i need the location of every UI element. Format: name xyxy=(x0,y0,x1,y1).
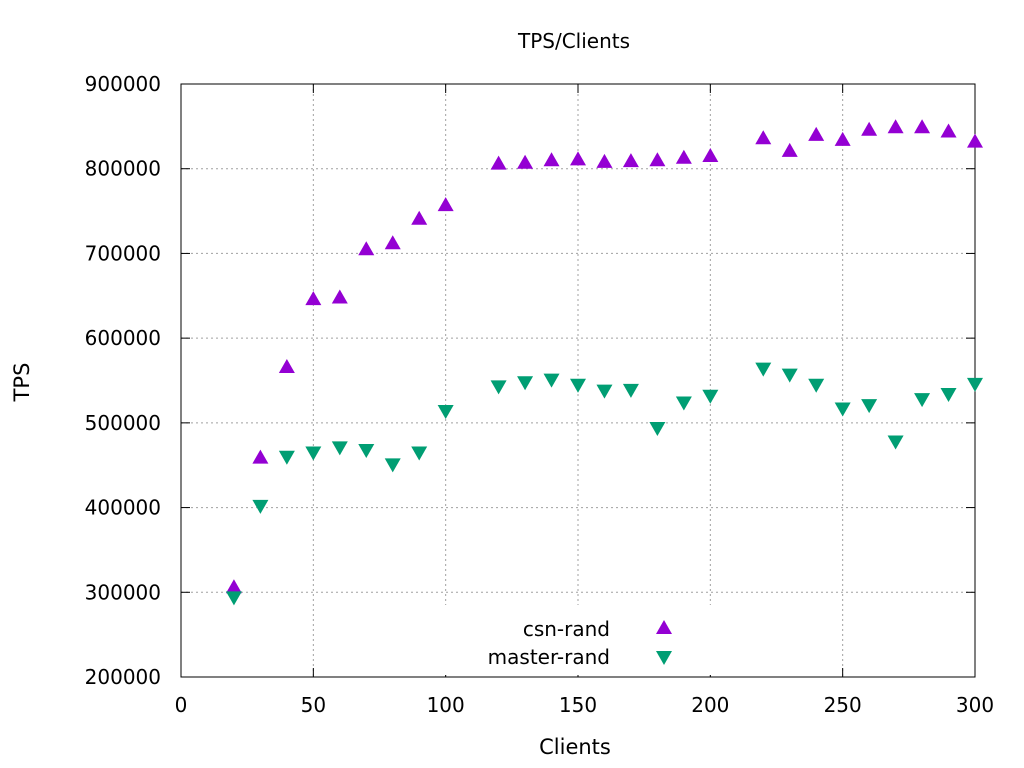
legend-marker-master-rand xyxy=(656,651,672,665)
legend-label-csn-rand: csn-rand xyxy=(523,617,610,641)
point-master-rand xyxy=(887,435,904,450)
grid-lines xyxy=(181,84,975,677)
point-master-rand xyxy=(649,421,666,436)
legend-markers xyxy=(656,620,672,665)
point-csn-rand xyxy=(914,119,931,134)
point-master-rand xyxy=(437,404,454,419)
point-csn-rand xyxy=(808,126,825,141)
point-csn-rand xyxy=(702,148,719,163)
point-master-rand xyxy=(252,499,269,514)
point-master-rand xyxy=(305,446,322,461)
y-axis-label: TPS xyxy=(10,363,34,403)
x-tick-labels: 0 50 100 150 200 250 300 xyxy=(175,693,994,717)
y-tick-label: 400000 xyxy=(85,496,161,520)
point-master-rand xyxy=(278,450,295,465)
point-master-rand xyxy=(543,373,560,388)
point-master-rand xyxy=(225,591,242,606)
point-master-rand xyxy=(834,402,851,417)
point-csn-rand xyxy=(543,152,560,167)
point-csn-rand xyxy=(490,155,507,170)
point-csn-rand xyxy=(278,358,295,373)
point-csn-rand xyxy=(967,133,983,148)
point-master-rand xyxy=(675,396,692,411)
x-tick-label: 100 xyxy=(427,693,465,717)
point-master-rand xyxy=(914,393,931,408)
x-tick-label: 200 xyxy=(691,693,729,717)
point-csn-rand xyxy=(649,152,666,167)
point-master-rand xyxy=(570,378,586,393)
point-csn-rand xyxy=(225,579,242,594)
point-master-rand xyxy=(331,441,348,456)
point-master-rand xyxy=(808,378,825,393)
point-csn-rand xyxy=(596,153,613,168)
legend-background xyxy=(440,605,720,675)
point-csn-rand xyxy=(252,449,269,464)
axis-ticks xyxy=(180,83,976,678)
point-master-rand xyxy=(702,389,719,404)
point-master-rand xyxy=(384,458,401,473)
x-tick-label: 50 xyxy=(301,693,326,717)
point-csn-rand xyxy=(755,130,772,145)
y-tick-label: 700000 xyxy=(85,241,161,265)
point-master-rand xyxy=(967,377,983,392)
y-tick-label: 600000 xyxy=(85,326,161,350)
point-csn-rand xyxy=(834,131,851,146)
y-tick-label: 800000 xyxy=(85,157,161,181)
y-tick-label: 500000 xyxy=(85,411,161,435)
point-master-rand xyxy=(517,376,534,391)
point-csn-rand xyxy=(622,153,639,168)
point-csn-rand xyxy=(411,210,428,225)
x-tick-label: 0 xyxy=(175,693,188,717)
y-tick-label: 300000 xyxy=(85,580,161,604)
y-tick-label: 900000 xyxy=(85,72,161,96)
data-points xyxy=(225,119,983,606)
point-master-rand xyxy=(411,446,428,461)
point-master-rand xyxy=(861,399,878,414)
y-tick-labels: 200000 300000 400000 500000 600000 700000 8000… xyxy=(85,72,161,689)
point-master-rand xyxy=(358,443,375,458)
legend-marker-csn-rand xyxy=(656,620,672,634)
point-csn-rand xyxy=(570,151,586,166)
x-tick-label: 250 xyxy=(824,693,862,717)
point-csn-rand xyxy=(517,154,534,169)
point-csn-rand xyxy=(384,235,401,250)
x-tick-label: 300 xyxy=(956,693,994,717)
point-master-rand xyxy=(490,380,507,395)
point-csn-rand xyxy=(940,123,957,138)
point-master-rand xyxy=(781,368,798,383)
point-master-rand xyxy=(596,384,613,399)
legend: csn-rand master-rand xyxy=(440,605,720,675)
point-csn-rand xyxy=(675,149,692,164)
point-csn-rand xyxy=(358,241,375,256)
point-csn-rand xyxy=(861,121,878,136)
x-axis-label: Clients xyxy=(539,735,611,759)
point-csn-rand xyxy=(887,119,904,134)
chart-title: TPS/Clients xyxy=(517,29,630,53)
y-tick-label: 200000 xyxy=(85,665,161,689)
point-csn-rand xyxy=(437,197,454,212)
point-csn-rand xyxy=(781,142,798,157)
legend-label-master-rand: master-rand xyxy=(488,645,610,669)
point-csn-rand xyxy=(305,291,322,306)
x-tick-label: 150 xyxy=(559,693,597,717)
point-master-rand xyxy=(622,383,639,398)
point-csn-rand xyxy=(331,289,348,304)
point-master-rand xyxy=(940,388,957,403)
point-master-rand xyxy=(755,362,772,377)
